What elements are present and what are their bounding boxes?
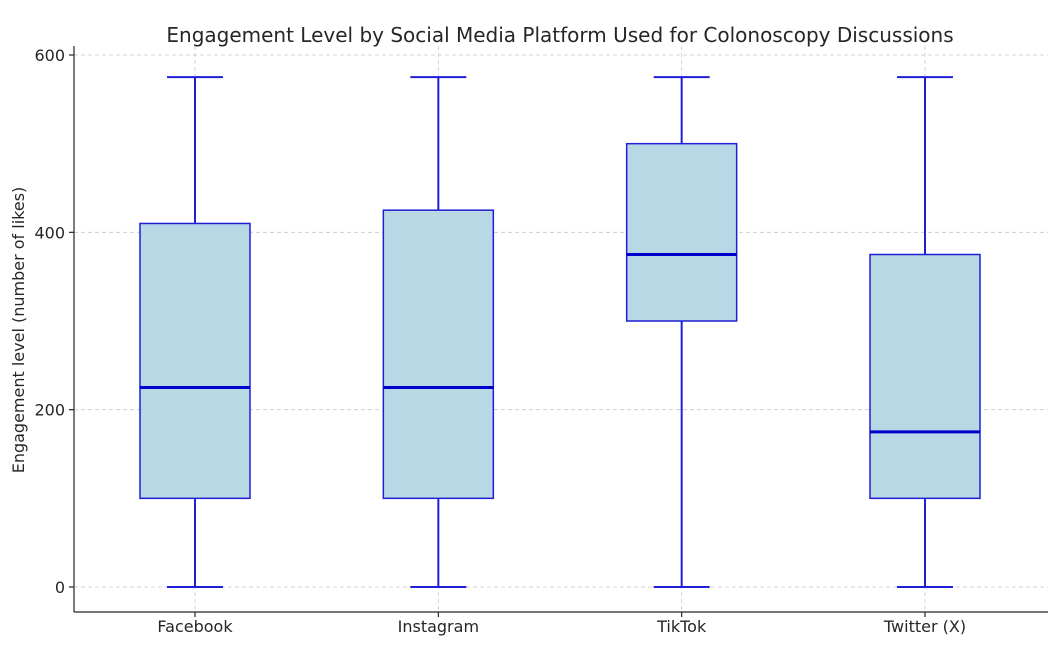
x-tick-label: Twitter (X)	[883, 617, 966, 636]
box-twitter-x	[869, 76, 981, 588]
iqr-box	[625, 142, 738, 322]
y-tick-label: 0	[55, 578, 65, 597]
iqr-box	[139, 222, 251, 500]
x-tick-label: Facebook	[157, 617, 233, 636]
box-tiktok	[625, 76, 738, 588]
y-tick-label: 600	[34, 46, 65, 65]
y-tick-label: 200	[34, 401, 65, 420]
axes	[73, 46, 1048, 613]
iqr-box	[382, 209, 495, 500]
boxes	[139, 76, 981, 588]
iqr-box	[869, 253, 981, 500]
x-tick-labels: Facebook Instagram TikTok Twitter (X)	[157, 612, 966, 636]
y-tick-label: 400	[34, 223, 65, 242]
y-axis-label: Engagement level (number of likes)	[9, 187, 28, 474]
chart-title: Engagement Level by Social Media Platfor…	[166, 23, 953, 47]
box-facebook	[139, 76, 251, 588]
x-tick-label: Instagram	[398, 617, 479, 636]
y-tick-labels: 0 200 400 600	[34, 46, 74, 597]
box-instagram	[382, 76, 495, 588]
x-tick-label: TikTok	[656, 617, 707, 636]
